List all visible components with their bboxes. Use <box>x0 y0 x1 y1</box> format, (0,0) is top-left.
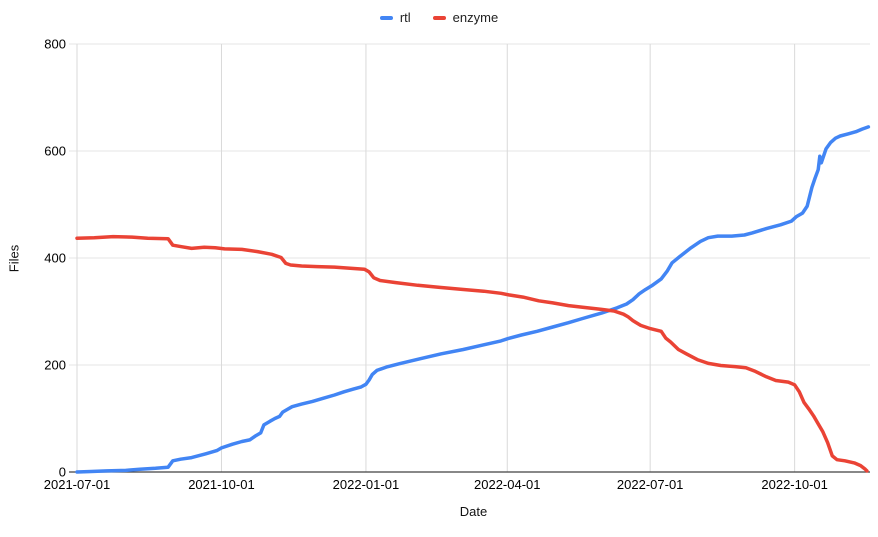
legend-label-enzyme: enzyme <box>452 10 499 25</box>
y-tick-label: 400 <box>44 251 66 266</box>
legend-item-enzyme[interactable]: enzyme <box>432 10 499 25</box>
enzyme-series-swatch-icon <box>432 15 446 20</box>
chart-legend: rtl enzyme <box>0 10 878 25</box>
legend-item-rtl[interactable]: rtl <box>379 10 411 25</box>
x-tick-label: 2022-07-01 <box>617 477 684 492</box>
x-tick-label: 2022-01-01 <box>333 477 400 492</box>
x-axis-title: Date <box>459 504 488 519</box>
y-axis-title: Files <box>6 244 22 273</box>
y-tick-label: 600 <box>44 144 66 159</box>
enzyme-series-line <box>75 234 869 473</box>
y-tick-label: 200 <box>44 358 66 373</box>
x-tick-label: 2021-10-01 <box>188 477 255 492</box>
y-tick-label: 800 <box>44 37 66 52</box>
y-tick-label: 0 <box>59 465 66 480</box>
rtl-series-swatch-icon <box>379 15 393 20</box>
x-tick-label: 2021-07-01 <box>44 477 111 492</box>
legend-label-rtl: rtl <box>399 10 411 25</box>
x-tick-label: 2022-10-01 <box>761 477 828 492</box>
x-tick-label: 2022-04-01 <box>474 477 541 492</box>
rtl-series-line <box>75 125 871 474</box>
